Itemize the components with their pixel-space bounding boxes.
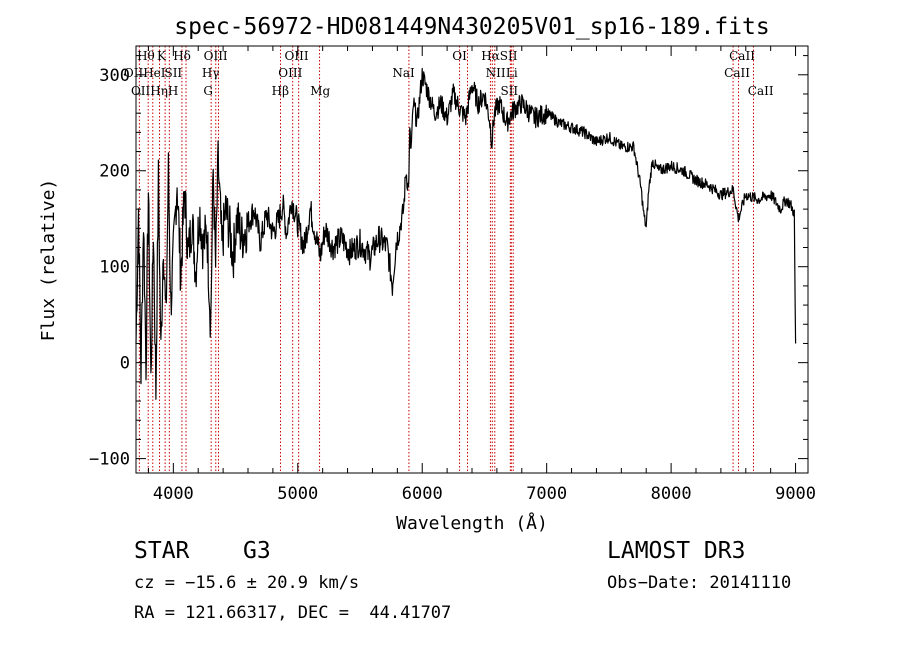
x-tick-label: 8000 <box>651 484 692 504</box>
y-tick-label: 200 <box>99 162 130 182</box>
line-label: K <box>157 49 167 63</box>
line-label: OI <box>452 49 467 63</box>
line-label: G <box>203 84 213 98</box>
y-axis: −100 0 100 200 300 <box>89 55 808 470</box>
x-tick-label: 9000 <box>775 484 816 504</box>
y-tick-label: 100 <box>99 258 130 278</box>
y-tick-label: 0 <box>120 354 130 374</box>
line-label: SII <box>164 66 182 80</box>
y-axis-label: Flux (relative) <box>38 179 59 342</box>
plot-frame <box>135 45 809 474</box>
line-label: OIIHηH <box>131 84 178 98</box>
x-tick-label: 5000 <box>277 484 318 504</box>
x-axis-label: Wavelength (Å) <box>396 512 548 534</box>
line-label: CaII <box>724 66 750 80</box>
y-tick-label: −100 <box>89 450 130 470</box>
line-label: NII <box>486 66 506 80</box>
line-label: OIII <box>204 49 228 63</box>
chart-title: spec-56972-HD081449N430205V01_sp16-189.f… <box>174 14 769 40</box>
x-tick-label: 6000 <box>402 484 443 504</box>
x-tick-label: 4000 <box>153 484 194 504</box>
line-label: CaII <box>729 49 755 63</box>
redshift-line: cz = −15.6 ± 20.9 km/s <box>134 573 360 593</box>
line-label: Hβ <box>272 84 289 98</box>
spectrum-series-line <box>135 67 797 400</box>
line-label: OIII <box>278 66 302 80</box>
survey-label: LAMOST DR3 <box>607 538 746 564</box>
object-class: STAR <box>134 538 190 564</box>
y-tick-label: 300 <box>99 66 130 86</box>
object-subclass: G3 <box>243 538 271 564</box>
line-label: NaI <box>392 66 415 80</box>
line-label: Hδ <box>173 49 191 63</box>
line-label: Hγ <box>202 66 220 80</box>
line-label: OIII <box>285 49 309 63</box>
line-label: SII <box>500 84 518 98</box>
line-label: OIIHeI <box>124 66 166 80</box>
line-label: Mg <box>310 84 330 98</box>
line-label: Li <box>506 66 518 80</box>
line-label: HαSII <box>481 49 518 63</box>
x-axis: 4000 5000 6000 7000 8000 9000 <box>147 46 816 504</box>
obs-date-line: Obs−Date: 20141110 <box>607 573 792 593</box>
coordinates-line: RA = 121.66317, DEC = 44.41707 <box>134 603 452 623</box>
line-label: CaII <box>748 84 774 98</box>
line-label: Hθ <box>137 49 155 63</box>
x-tick-label: 7000 <box>526 484 567 504</box>
spectrum-chart: spec-56972-HD081449N430205V01_sp16-189.f… <box>38 14 816 534</box>
